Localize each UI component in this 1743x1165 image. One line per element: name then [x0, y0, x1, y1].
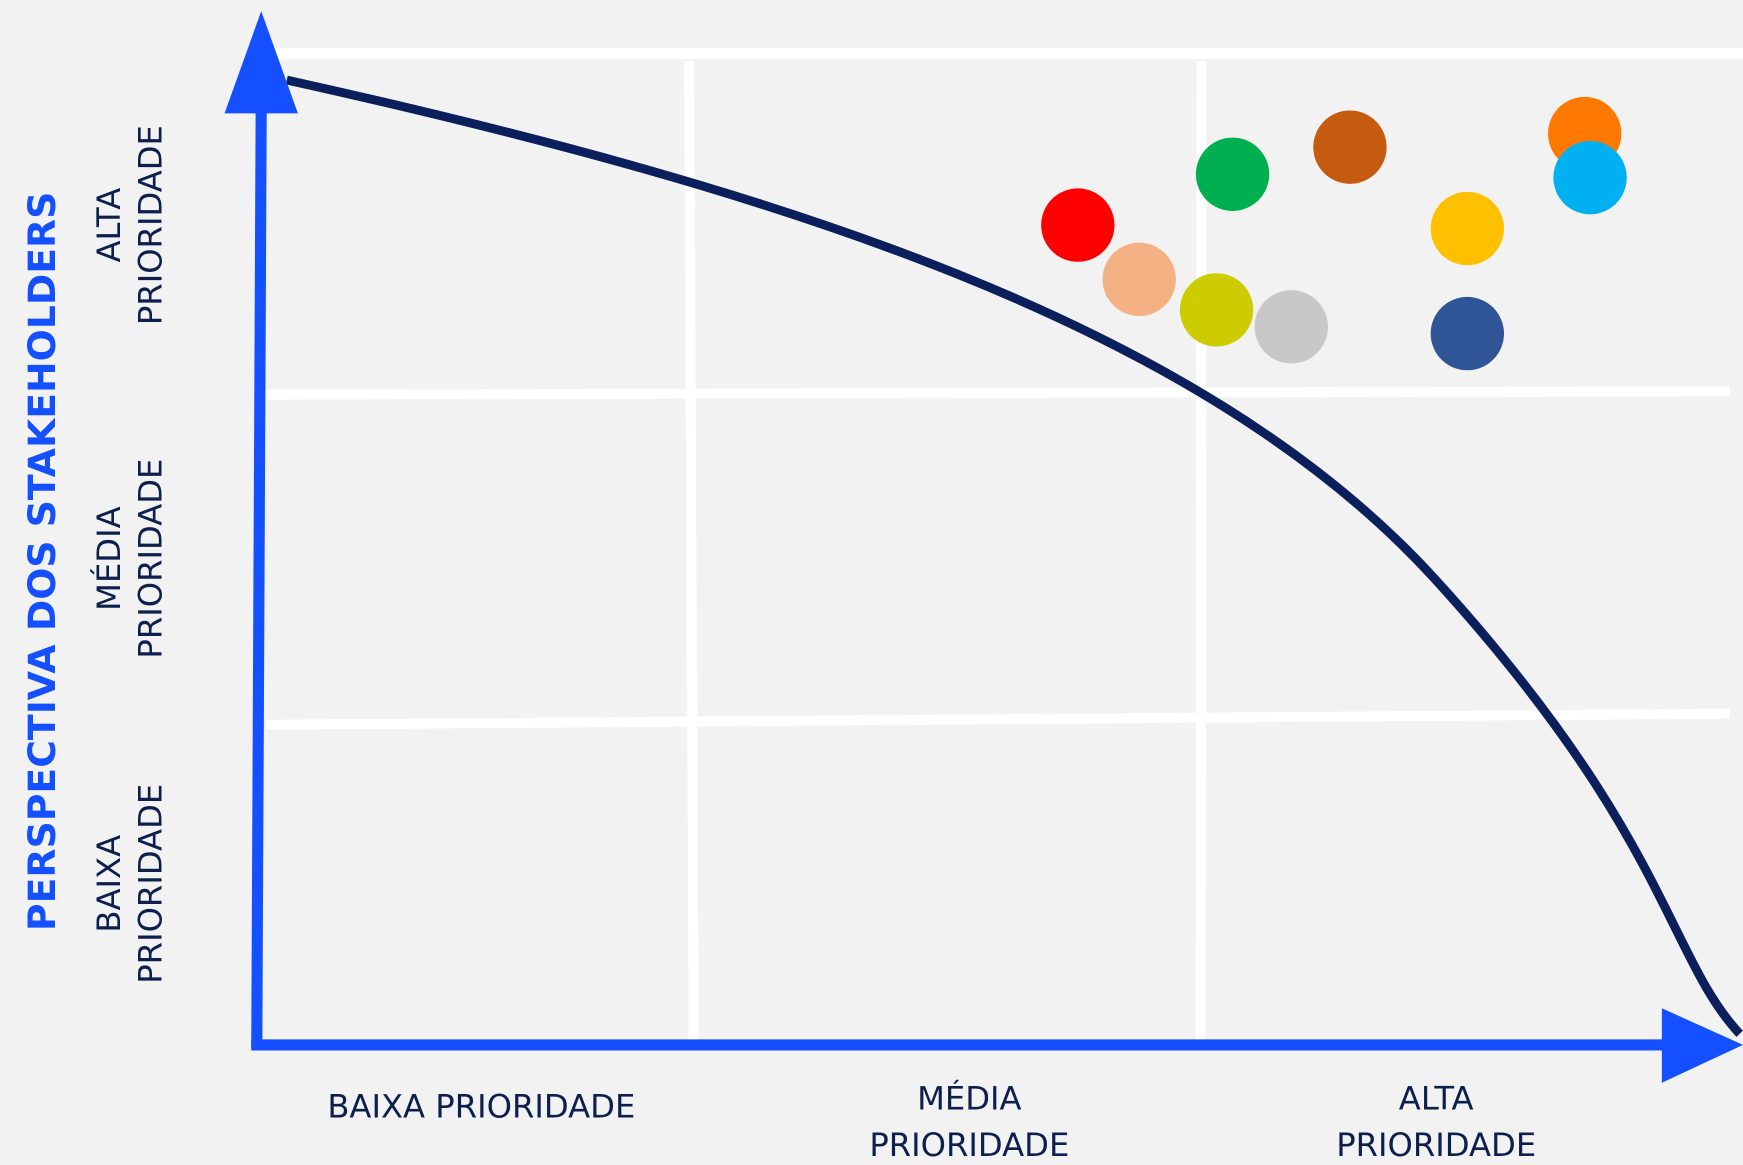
x-band-label: ALTA	[1399, 1080, 1474, 1118]
topic-dot	[1041, 188, 1115, 262]
x-band-label: MÉDIA	[917, 1080, 1022, 1118]
frontier-curve	[285, 75, 1743, 1037]
topic-dot	[1313, 110, 1387, 184]
grid-line	[266, 386, 1730, 400]
y-axis-title: PERSPECTIVA DOS STAKEHOLDERS	[20, 192, 64, 931]
y-band-label: PRIORIDADE	[131, 125, 169, 325]
grid-line	[1195, 61, 1207, 1040]
topic-dot	[1430, 191, 1505, 266]
y-band-label: PRIORIDADE	[131, 459, 169, 659]
y-axis-arrow	[224, 11, 298, 114]
topic-dot	[1430, 296, 1505, 371]
topic-dot	[1254, 290, 1328, 364]
x-band-label: PRIORIDADE	[869, 1126, 1069, 1164]
y-band-label: ALTA	[90, 188, 128, 263]
x-band-label: PRIORIDADE	[1336, 1126, 1536, 1164]
x-axis-arrow	[1661, 1008, 1743, 1083]
topic-dot	[1195, 137, 1270, 211]
grid-line	[266, 708, 1730, 730]
y-axis	[251, 100, 267, 1048]
topic-dot	[1179, 273, 1254, 347]
topic-dot	[1553, 140, 1627, 215]
y-band-label: MÉDIA	[90, 506, 128, 611]
grid	[266, 47, 1743, 1040]
topic-dot	[1102, 242, 1176, 317]
y-band-label: BAIXA	[90, 835, 128, 933]
grid-line	[684, 61, 699, 1040]
x-band-label: BAIXA PRIORIDADE	[327, 1087, 635, 1125]
y-band-label: PRIORIDADE	[131, 784, 169, 984]
